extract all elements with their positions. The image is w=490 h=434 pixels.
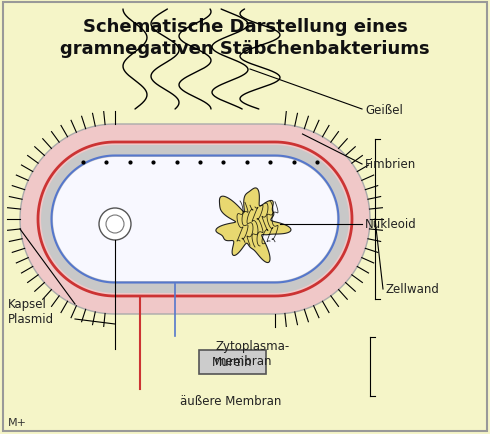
Text: Zytoplasma-
membran: Zytoplasma- membran <box>215 339 289 367</box>
Text: Nukleoid: Nukleoid <box>365 218 417 231</box>
Text: Fimbrien: Fimbrien <box>365 158 416 171</box>
Polygon shape <box>53 158 337 281</box>
Polygon shape <box>41 146 349 293</box>
Text: Schematische Darstellung eines
gramnegativen Stäbchenbakteriums: Schematische Darstellung eines gramnegat… <box>60 18 430 58</box>
Polygon shape <box>216 188 291 263</box>
Polygon shape <box>20 125 370 314</box>
Text: Murein: Murein <box>212 356 252 368</box>
Text: Zellwand: Zellwand <box>385 283 439 296</box>
Text: M+: M+ <box>8 417 27 427</box>
Text: Geißel: Geißel <box>365 103 403 116</box>
Text: Kapsel: Kapsel <box>8 298 47 311</box>
Text: äußere Membran: äußere Membran <box>180 394 281 407</box>
Circle shape <box>106 216 124 233</box>
FancyBboxPatch shape <box>199 350 266 374</box>
Circle shape <box>99 208 131 240</box>
Text: Plasmid: Plasmid <box>8 313 54 326</box>
